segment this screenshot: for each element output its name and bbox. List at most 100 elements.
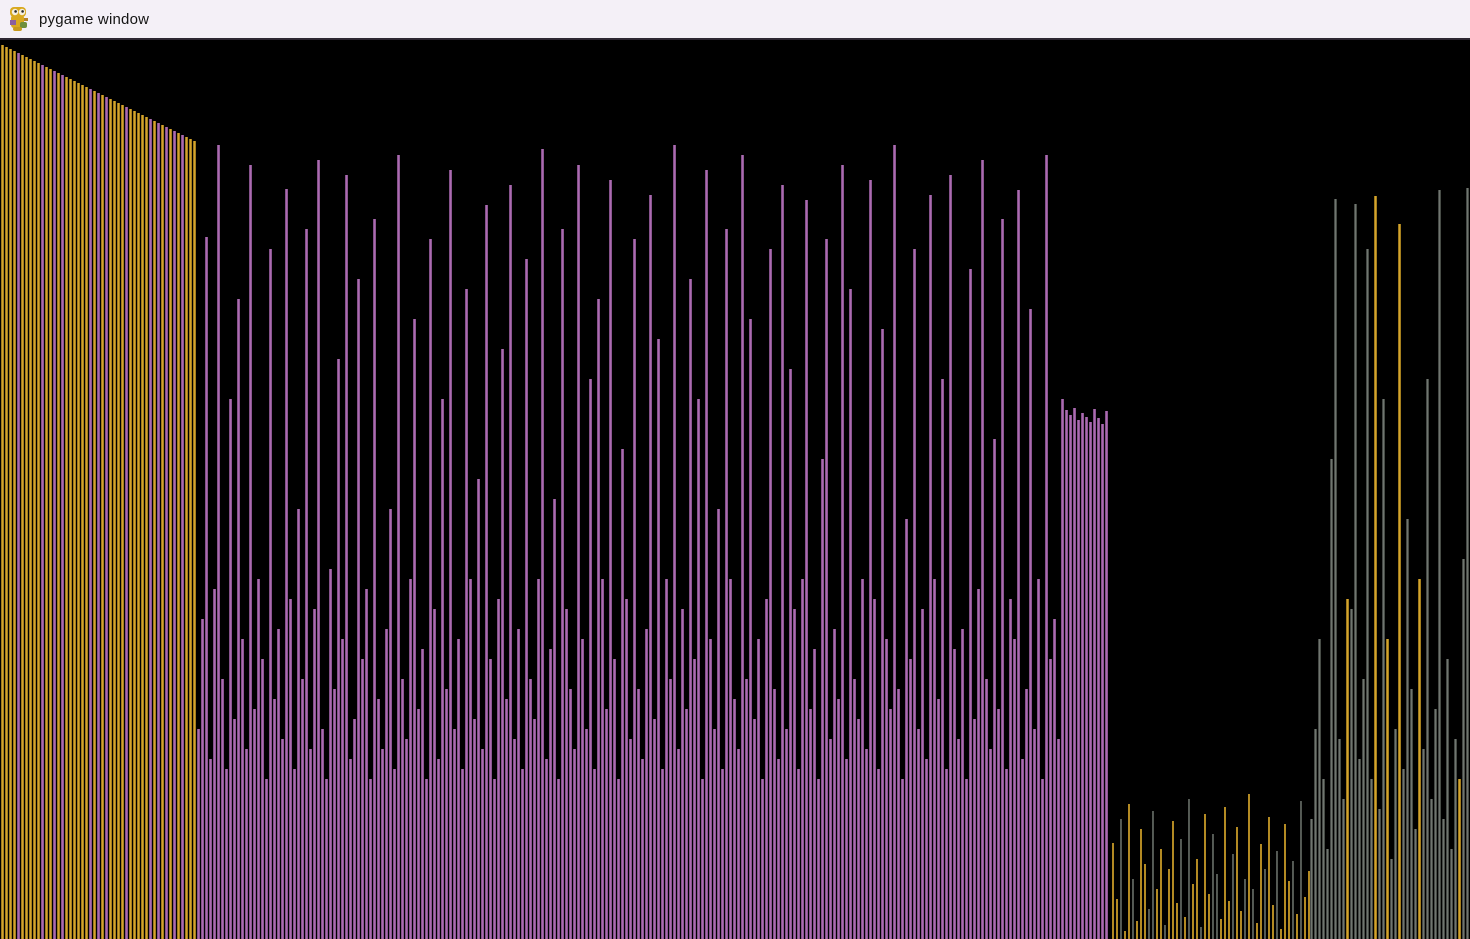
bar-random-purple <box>213 589 216 939</box>
bar-tall-gray-mixed <box>1346 599 1349 939</box>
bar-sorted-descending-gold <box>121 105 124 939</box>
bar-short-mixed-gold-gray <box>1132 879 1134 939</box>
bar-short-mixed-gold-gray <box>1260 844 1262 939</box>
bar-random-purple <box>1029 309 1032 939</box>
bar-random-purple <box>209 759 212 939</box>
bar-random-purple <box>337 359 340 939</box>
bar-random-purple <box>833 629 836 939</box>
bar-short-mixed-gold-gray <box>1156 889 1158 939</box>
bar-sorted-descending-gold <box>73 81 76 939</box>
bar-random-purple <box>425 779 428 939</box>
bar-random-purple <box>589 379 592 939</box>
bar-sorted-descending-gold <box>53 71 56 939</box>
bar-random-purple <box>685 709 688 939</box>
bar-tall-gray-mixed <box>1370 779 1373 939</box>
bar-random-purple <box>825 239 828 939</box>
bar-random-purple <box>697 399 700 939</box>
bar-random-purple <box>573 749 576 939</box>
bar-random-purple <box>893 145 896 939</box>
bar-random-purple <box>669 679 672 939</box>
bar-sorted-descending-gold <box>21 55 24 939</box>
bar-sorted-descending-gold <box>193 141 196 939</box>
bar-short-mixed-gold-gray <box>1304 897 1306 939</box>
bar-random-purple <box>1045 155 1048 939</box>
bar-random-purple <box>1033 729 1036 939</box>
bar-random-purple <box>249 165 252 939</box>
bar-random-purple <box>293 769 296 939</box>
bar-sorted-descending-gold <box>109 99 112 939</box>
bar-sorted-descending-gold <box>1 45 4 939</box>
bar-short-mixed-gold-gray <box>1248 794 1250 939</box>
bar-random-purple <box>657 339 660 939</box>
bar-sorted-descending-gold <box>45 67 48 939</box>
bar-random-purple <box>545 759 548 939</box>
bar-tall-gray-mixed <box>1350 609 1353 939</box>
bar-random-purple <box>221 679 224 939</box>
bar-sorted-descending-gold <box>161 125 164 939</box>
bar-random-purple <box>517 629 520 939</box>
bar-tall-gray-mixed <box>1354 204 1357 939</box>
bar-tall-gray-mixed <box>1462 559 1465 939</box>
bar-short-mixed-gold-gray <box>1232 854 1234 939</box>
bar-random-purple <box>637 689 640 939</box>
bar-random-purple <box>813 649 816 939</box>
title-bar[interactable]: pygame window <box>0 0 1470 40</box>
bar-random-purple <box>761 779 764 939</box>
bar-random-purple <box>617 779 620 939</box>
bar-sorted-descending-gold <box>181 135 184 939</box>
bar-short-mixed-gold-gray <box>1296 914 1298 939</box>
bar-random-purple <box>805 200 808 939</box>
bar-random-purple <box>285 189 288 939</box>
bar-random-purple <box>901 779 904 939</box>
bar-random-purple <box>437 759 440 939</box>
bar-sorted-descending-gold <box>137 113 140 939</box>
bar-short-mixed-gold-gray <box>1268 817 1270 939</box>
bar-random-purple <box>1065 410 1068 939</box>
bar-random-purple <box>217 145 220 939</box>
bar-sorted-descending-gold <box>141 115 144 939</box>
bar-random-purple <box>1017 190 1020 939</box>
bar-short-mixed-gold-gray <box>1284 824 1286 939</box>
bar-random-purple <box>1105 411 1108 939</box>
bar-sorted-descending-gold <box>25 57 28 939</box>
bar-tall-gray-mixed <box>1414 829 1417 939</box>
bar-random-purple <box>553 499 556 939</box>
bar-random-purple <box>473 719 476 939</box>
bar-random-purple <box>749 319 752 939</box>
bar-random-purple <box>653 719 656 939</box>
bar-random-purple <box>897 689 900 939</box>
bar-random-purple <box>397 155 400 939</box>
bar-random-purple <box>645 629 648 939</box>
bar-short-mixed-gold-gray <box>1212 834 1214 939</box>
bar-sorted-descending-gold <box>149 119 152 939</box>
bar-short-mixed-gold-gray <box>1184 917 1186 939</box>
bar-random-purple <box>797 769 800 939</box>
bar-short-mixed-gold-gray <box>1276 851 1278 939</box>
bar-short-mixed-gold-gray <box>1244 879 1246 939</box>
bar-random-purple <box>965 779 968 939</box>
bar-random-purple <box>1061 399 1064 939</box>
bar-random-purple <box>477 479 480 939</box>
bar-short-mixed-gold-gray <box>1208 894 1210 939</box>
bar-random-purple <box>493 779 496 939</box>
bar-random-purple <box>365 589 368 939</box>
bar-short-mixed-gold-gray <box>1188 799 1190 939</box>
bar-random-purple <box>821 459 824 939</box>
bar-random-purple <box>861 579 864 939</box>
bar-random-purple <box>777 759 780 939</box>
bar-random-purple <box>405 739 408 939</box>
bar-random-purple <box>789 369 792 939</box>
bar-random-purple <box>433 609 436 939</box>
bar-random-purple <box>1005 769 1008 939</box>
bar-random-purple <box>785 729 788 939</box>
bar-tall-gray-mixed <box>1450 849 1453 939</box>
bar-tall-gray-mixed <box>1422 749 1425 939</box>
bar-random-purple <box>597 299 600 939</box>
bar-random-purple <box>781 185 784 939</box>
bar-random-purple <box>621 449 624 939</box>
bar-random-purple <box>753 719 756 939</box>
bar-random-purple <box>341 639 344 939</box>
bar-random-purple <box>277 629 280 939</box>
bar-random-purple <box>941 379 944 939</box>
bar-random-purple <box>933 579 936 939</box>
